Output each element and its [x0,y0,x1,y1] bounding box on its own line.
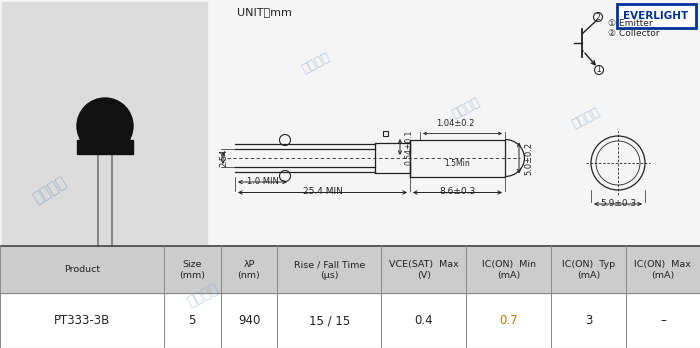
Text: UNIT：mm: UNIT：mm [237,7,292,17]
Text: –: – [660,315,666,327]
Text: 0.54±0.1: 0.54±0.1 [404,129,413,165]
Text: 25.4 MIN: 25.4 MIN [302,187,342,196]
Text: Size
(mm): Size (mm) [179,260,205,280]
Text: IC(ON)  Typ
(mA): IC(ON) Typ (mA) [562,260,615,280]
Text: 5: 5 [188,315,196,327]
Text: 5.0±0.2: 5.0±0.2 [524,141,533,175]
Bar [375,143,410,173]
Text: Rise / Fall Time
(μs): Rise / Fall Time (μs) [293,260,365,280]
Bar [382,131,388,136]
Text: 超毅电子: 超毅电子 [450,95,482,121]
Text: IC(ON)  Max
(mA): IC(ON) Max (mA) [634,260,692,280]
Text: 2.54: 2.54 [219,149,228,167]
Text: VCE(SAT)  Max
(V): VCE(SAT) Max (V) [389,260,459,280]
Bar [0,246,700,293]
Ellipse shape [77,98,133,154]
Text: ① Emitter: ① Emitter [608,18,652,27]
Bar [2,2,207,246]
Text: 超毅电子: 超毅电子 [300,50,332,76]
Text: 超毅电子: 超毅电子 [30,174,69,206]
Text: 15 / 15: 15 / 15 [309,315,350,327]
Text: 2: 2 [596,13,601,22]
Text: 940: 940 [238,315,260,327]
Text: λP
(nm): λP (nm) [237,260,260,280]
Text: 8.6±0.3: 8.6±0.3 [440,187,475,196]
Text: 5.9±0.3: 5.9±0.3 [600,199,636,208]
Text: 1.0 MIN: 1.0 MIN [246,177,279,186]
Text: 3: 3 [585,315,592,327]
Text: 1.04±0.2: 1.04±0.2 [436,119,475,127]
Bar [77,140,133,154]
Text: Product: Product [64,266,100,275]
Text: 0.7: 0.7 [500,315,518,327]
Text: 超毅电子: 超毅电子 [570,105,603,131]
Bar [410,140,505,176]
Text: PT333-3B: PT333-3B [54,315,110,327]
Text: EVERLIGHT: EVERLIGHT [624,11,689,21]
Text: 超毅电子: 超毅电子 [185,281,221,309]
Text: IC(ON)  Min
(mA): IC(ON) Min (mA) [482,260,536,280]
Text: 0.4: 0.4 [414,315,433,327]
Text: 1.5Min: 1.5Min [444,159,470,168]
Text: ② Collector: ② Collector [608,30,659,39]
Bar [0,246,700,348]
Bar [0,0,700,246]
Text: 1: 1 [596,65,601,74]
FancyBboxPatch shape [617,4,696,28]
